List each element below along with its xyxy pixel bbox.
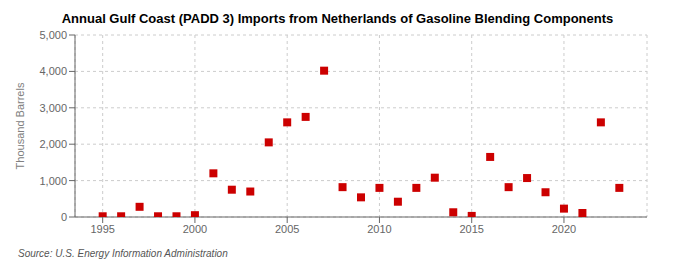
svg-text:2010: 2010 <box>367 223 391 235</box>
svg-text:2,000: 2,000 <box>39 138 67 150</box>
html-text:Annual Gulf Coast (PADD 3) Imp: Annual Gulf Coast (PADD 3) Imports from … <box>61 11 614 26</box>
svg-text:Thousand Barrels: Thousand Barrels <box>14 82 26 169</box>
svg-text:4,000: 4,000 <box>39 65 67 77</box>
svg-text:2015: 2015 <box>459 223 483 235</box>
svg-text:2020: 2020 <box>552 223 576 235</box>
html-text:Source: U.S. Energy Informatio: Source: U.S. Energy Information Administ… <box>18 248 228 259</box>
svg-text:5,000: 5,000 <box>39 30 67 41</box>
svg-text:2000: 2000 <box>183 223 207 235</box>
svg-text:1995: 1995 <box>90 223 114 235</box>
svg-text:2005: 2005 <box>275 223 299 235</box>
svg-text:0: 0 <box>61 211 67 223</box>
svg-text:1,000: 1,000 <box>39 175 67 187</box>
svg-text:3,000: 3,000 <box>39 102 67 114</box>
